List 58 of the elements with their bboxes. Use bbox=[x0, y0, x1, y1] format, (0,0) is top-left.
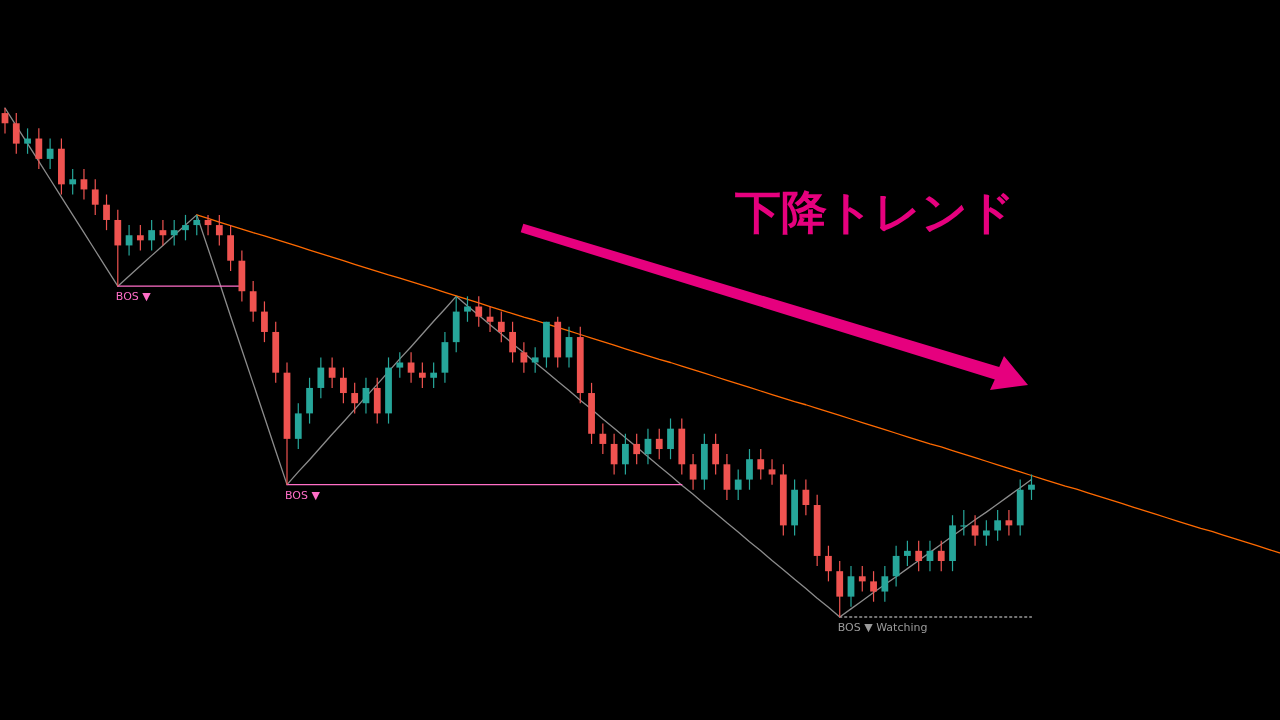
candlestick bbox=[193, 214, 201, 236]
candlestick bbox=[103, 193, 110, 231]
candlestick bbox=[35, 127, 43, 170]
candlestick bbox=[746, 448, 753, 491]
candlestick bbox=[215, 214, 223, 247]
candlestick bbox=[340, 366, 347, 404]
candlestick bbox=[12, 112, 20, 155]
candlestick bbox=[497, 311, 505, 343]
candlestick bbox=[937, 540, 945, 572]
candlestick bbox=[802, 478, 810, 516]
series-label: BOS ▼ bbox=[115, 290, 152, 304]
candlestick bbox=[667, 417, 674, 460]
candlestick bbox=[261, 300, 268, 343]
candlestick bbox=[757, 448, 765, 481]
candlestick bbox=[712, 433, 720, 476]
candlestick bbox=[1028, 473, 1035, 501]
candlestick bbox=[982, 519, 990, 547]
candlestick bbox=[633, 433, 641, 465]
candlestick bbox=[396, 351, 404, 379]
candlestick bbox=[351, 382, 359, 414]
candlestick bbox=[971, 514, 979, 547]
series-label: BOS ▼ bbox=[285, 488, 321, 502]
candlestick bbox=[904, 540, 911, 567]
candlestick bbox=[599, 422, 607, 455]
candlestick bbox=[328, 356, 336, 389]
candlestick bbox=[825, 545, 832, 582]
candlestick bbox=[892, 545, 900, 588]
candlestick bbox=[994, 509, 1002, 542]
candlestick bbox=[610, 433, 618, 476]
candlestick bbox=[858, 565, 866, 593]
candlestick bbox=[182, 214, 189, 241]
candlestick bbox=[148, 219, 156, 252]
candlestick bbox=[689, 453, 697, 491]
candlestick bbox=[520, 341, 528, 374]
candlestick bbox=[317, 356, 325, 399]
candlestick bbox=[69, 168, 77, 196]
candlestick bbox=[249, 280, 257, 323]
candlestick bbox=[46, 137, 54, 170]
candlestick bbox=[622, 433, 629, 476]
candlestick bbox=[464, 295, 471, 323]
candlestick bbox=[960, 509, 968, 537]
series-label: BOS ▼ Watching bbox=[837, 621, 928, 634]
candlestick bbox=[91, 178, 99, 216]
candlestick bbox=[881, 565, 889, 603]
candlestick bbox=[847, 565, 855, 608]
candlestick bbox=[418, 361, 426, 389]
text: 下降トレンド bbox=[735, 185, 1015, 239]
candlestick bbox=[734, 468, 742, 501]
candlestick bbox=[136, 224, 144, 252]
candlestick bbox=[24, 127, 31, 155]
candlestick bbox=[475, 295, 483, 328]
candlestick bbox=[870, 570, 877, 603]
candlestick bbox=[915, 540, 923, 572]
candlestick bbox=[430, 361, 438, 389]
candlestick bbox=[170, 219, 178, 247]
candlestick bbox=[655, 428, 663, 460]
candlestick bbox=[509, 321, 516, 364]
candlestick bbox=[531, 346, 539, 374]
